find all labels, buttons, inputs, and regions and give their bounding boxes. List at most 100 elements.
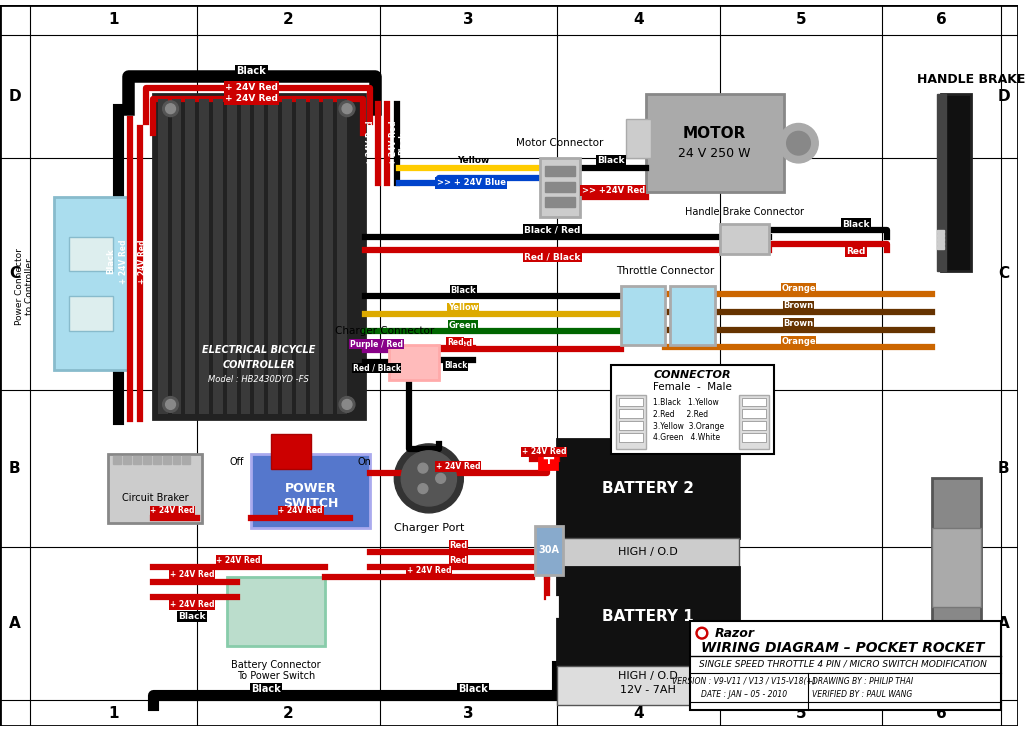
Bar [941,94,971,271]
Circle shape [162,396,179,412]
Circle shape [698,629,706,637]
Bar [282,99,291,414]
Text: Charger Connector: Charger Connector [335,325,434,336]
Bar [545,181,574,192]
Text: Red: Red [846,247,866,256]
Text: Black: Black [444,362,467,371]
Bar [183,455,190,463]
Text: + 24V Red: + 24V Red [225,94,278,103]
Text: Red: Red [449,541,468,550]
Text: + 24V Red: + 24V Red [216,556,260,565]
Text: Razor: Razor [715,626,755,640]
Text: Motor Connector: Motor Connector [516,138,603,148]
Text: D: D [997,89,1010,104]
Text: Off: Off [229,457,244,466]
Text: Black: Black [237,67,267,76]
Text: Model : HB2430DYD -FS: Model : HB2430DYD -FS [209,375,309,385]
Bar [621,286,665,345]
Bar [557,439,740,537]
Bar [213,99,223,414]
Text: Black: Black [179,612,206,621]
Bar [54,197,128,370]
Bar [226,99,237,414]
Text: DRAWING BY : PHILIP THAI: DRAWING BY : PHILIP THAI [812,677,913,686]
Text: + 24V Red: + 24V Red [225,83,278,91]
Text: 5: 5 [795,705,807,721]
Text: Black: Black [597,156,625,165]
Bar [937,238,944,240]
Bar [545,197,574,208]
Bar [69,296,114,330]
Text: Red / Black: Red / Black [352,363,401,373]
Bar [185,99,195,414]
Bar [743,398,766,406]
Bar [557,666,740,705]
Text: 1: 1 [108,12,119,28]
Text: 5: 5 [795,12,807,28]
Bar [619,398,643,406]
Bar [743,409,766,418]
Circle shape [395,444,464,513]
Text: C: C [998,266,1009,281]
Circle shape [342,104,352,113]
Text: Throttle Connector: Throttle Connector [617,266,715,276]
Circle shape [401,451,457,506]
Text: 1.Black   1.Yellow: 1.Black 1.Yellow [653,398,718,407]
Bar [323,99,334,414]
Text: Black: Black [450,286,476,295]
Text: 4.Green   4.White: 4.Green 4.White [653,433,720,442]
Bar [540,158,580,217]
Text: 6: 6 [936,12,947,28]
Bar [932,478,981,675]
Text: 1: 1 [108,705,119,721]
Text: On: On [357,457,372,466]
Circle shape [339,396,355,412]
Bar [271,434,311,469]
Text: CONNECTOR: CONNECTOR [653,370,731,380]
Text: 6: 6 [936,705,947,721]
Text: 3: 3 [463,705,473,721]
Bar [619,433,643,442]
Text: Black: Black [106,249,115,274]
Bar [226,577,325,646]
Circle shape [418,463,428,473]
Text: +: + [541,450,555,468]
Text: Red: Red [449,556,468,565]
Bar [616,395,646,449]
Text: C: C [9,266,21,281]
Bar [690,621,1001,710]
Bar [153,455,161,463]
Text: HIGH / O.D: HIGH / O.D [619,548,678,557]
Bar [199,99,209,414]
Bar [720,224,769,254]
Text: BATTERY 2: BATTERY 2 [602,481,694,496]
Text: B: B [9,461,21,476]
Bar [535,526,563,575]
Circle shape [339,101,355,116]
Bar [937,234,944,237]
Text: Orange: Orange [781,284,816,292]
Text: Battery Connector
To Power Switch: Battery Connector To Power Switch [231,660,321,681]
Text: Red: Red [447,338,464,346]
Bar [646,94,784,192]
Bar [69,237,114,271]
Text: ELECTRICAL BICYCLE: ELECTRICAL BICYCLE [202,345,315,355]
Bar [173,455,181,463]
Circle shape [787,132,810,155]
Circle shape [779,124,818,163]
Bar [295,99,306,414]
Bar [171,99,182,414]
Bar [937,94,946,271]
Text: HANDLE BRAKE: HANDLE BRAKE [917,72,1025,86]
Text: BATTERY 1: BATTERY 1 [602,609,694,624]
Text: + 24V Red: + 24V Red [170,600,215,609]
Text: + 24V Red: + 24V Red [138,239,148,284]
Text: Female  -  Male: Female - Male [653,382,731,392]
Bar [626,118,651,158]
Text: + 24V Red: + 24V Red [436,462,480,471]
Text: Black: Black [459,684,488,694]
Text: Black / Red: Black / Red [524,225,581,235]
Text: >> + 24V Blue: >> + 24V Blue [437,178,506,187]
Bar [241,99,250,414]
Text: 3.Yellow  3.Orange: 3.Yellow 3.Orange [653,422,724,431]
